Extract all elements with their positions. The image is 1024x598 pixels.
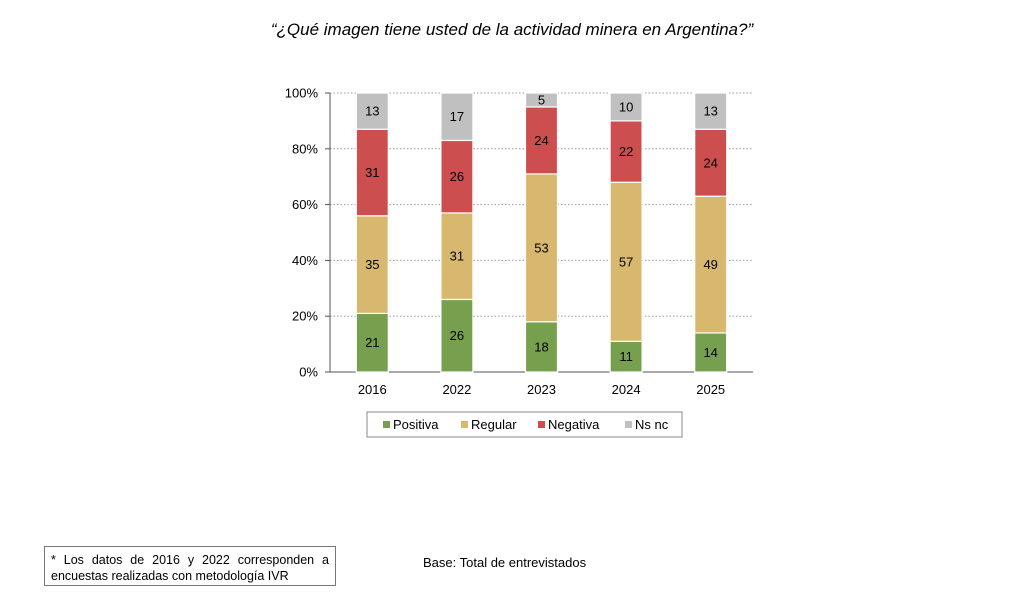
x-tick-label: 2025	[696, 382, 725, 397]
x-tick-label: 2023	[527, 382, 556, 397]
x-tick-label: 2016	[358, 382, 387, 397]
legend: Positiva Regular Negativa Ns nc	[366, 411, 683, 438]
legend-label: Regular	[471, 417, 517, 432]
legend-swatch	[625, 421, 632, 428]
y-tick-label: 40%	[292, 253, 318, 268]
data-label: 13	[365, 104, 379, 119]
y-tick-label: 60%	[292, 197, 318, 212]
base-note: Base: Total de entrevistados	[423, 555, 587, 570]
y-tick-label: 0%	[299, 365, 318, 380]
legend-label: Positiva	[393, 417, 439, 432]
data-label: 24	[534, 133, 548, 148]
bar-segment	[524, 321, 559, 373]
data-label: 31	[365, 165, 379, 180]
x-axis: 2016 2022 2023 2024 2025	[330, 371, 753, 397]
data-label: 17	[450, 109, 464, 124]
bar-segment	[440, 212, 474, 301]
bar-segment	[524, 92, 559, 108]
bar-segment	[609, 181, 643, 342]
x-tick-label: 2024	[612, 382, 641, 397]
bar-segment	[694, 195, 728, 334]
data-label: 35	[365, 257, 379, 272]
y-tick-label: 20%	[292, 309, 318, 324]
chart-title: “¿Qué imagen tiene usted de la actividad…	[270, 20, 754, 39]
data-label: 10	[619, 99, 633, 114]
bars: 21 35 31 13 26 31 26 17 18 53 24 5 11 57 22 10 14 49 24 13	[355, 92, 728, 373]
data-label: 26	[450, 169, 464, 184]
bar-segment	[440, 92, 474, 142]
data-label: 57	[619, 254, 633, 269]
legend-swatch	[383, 421, 390, 428]
data-label: 24	[703, 155, 717, 170]
footnote: * Los datos de 2016 y 2022 corresponden …	[44, 546, 336, 586]
bar-segment	[355, 215, 389, 315]
bar-segment	[524, 173, 559, 323]
data-label: 18	[534, 339, 548, 354]
bar-segment	[694, 92, 728, 130]
legend-swatch	[538, 421, 545, 428]
bar-segment	[694, 332, 728, 373]
bar-segment	[355, 128, 389, 217]
bar-segment	[609, 340, 643, 373]
data-label: 22	[619, 144, 633, 159]
data-label: 31	[450, 249, 464, 264]
data-label: 21	[365, 335, 379, 350]
data-label: 53	[534, 240, 548, 255]
bar-segment	[355, 92, 389, 130]
bar-segment	[355, 312, 389, 373]
bar-segment	[440, 298, 474, 373]
data-label: 26	[450, 328, 464, 343]
data-label: 11	[619, 349, 633, 364]
legend-swatch	[461, 421, 468, 428]
bar-segment	[609, 120, 643, 183]
data-label: 5	[538, 92, 545, 107]
y-tick-label: 80%	[292, 141, 318, 156]
y-axis: 0% 20% 40% 60% 80% 100%	[285, 86, 331, 380]
bar-segment	[440, 139, 474, 214]
legend-label: Negativa	[548, 417, 600, 432]
data-label: 14	[703, 345, 717, 360]
data-label: 13	[703, 104, 717, 119]
bar-segment	[609, 92, 643, 122]
data-label: 49	[703, 257, 717, 272]
legend-label: Ns nc	[635, 417, 669, 432]
y-tick-label: 100%	[285, 86, 319, 101]
x-tick-label: 2022	[442, 382, 471, 397]
